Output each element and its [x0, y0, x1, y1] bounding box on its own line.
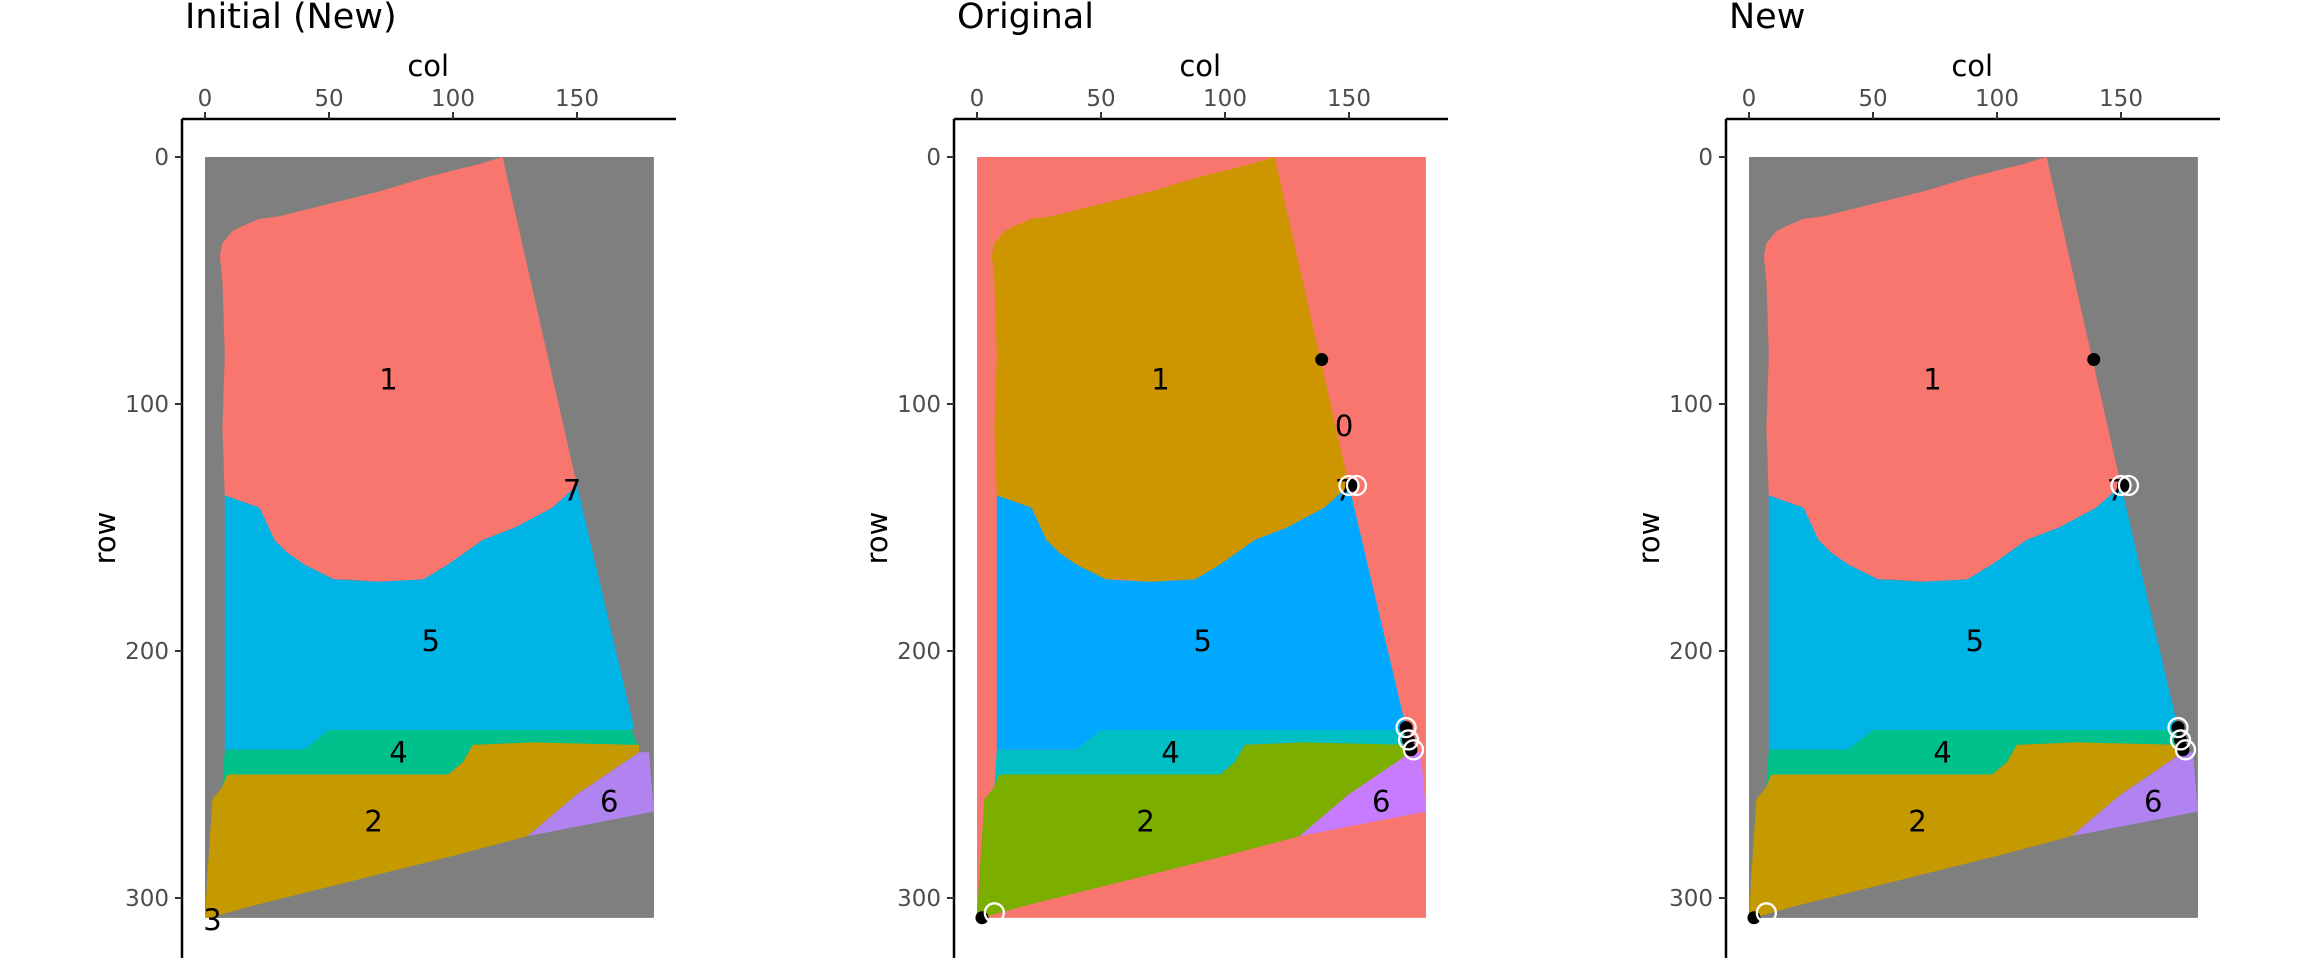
- y-tick-label: 0: [1698, 145, 1713, 171]
- x-axis-title: col: [407, 49, 449, 83]
- y-tick-label: 100: [897, 392, 941, 418]
- region-background-lower: [977, 811, 1426, 918]
- x-tick-label: 50: [1858, 86, 1887, 112]
- point-marker-open: [1402, 739, 1425, 761]
- region-label-0: 0: [1335, 409, 1353, 443]
- region-2: [1749, 742, 2183, 918]
- point-marker-open: [2174, 739, 2197, 761]
- panel-title: New: [1729, 0, 1805, 37]
- region-label-4: 4: [1933, 735, 1951, 769]
- point-marker-open: [1395, 716, 1417, 739]
- region-label-2: 2: [1136, 804, 1154, 838]
- region-6: [527, 752, 654, 837]
- x-tick-label: 150: [1327, 86, 1371, 112]
- region-1: [1763, 157, 2121, 582]
- region-2: [205, 742, 639, 918]
- point-marker-open: [1338, 474, 1360, 497]
- y-tick-label: 100: [125, 392, 169, 418]
- region-label-4: 4: [1161, 735, 1179, 769]
- point-marker-filled: [2087, 353, 2101, 367]
- region-background-lower: [205, 811, 654, 918]
- region-label-1: 1: [1151, 362, 1169, 396]
- y-tick-label: 0: [154, 145, 169, 171]
- y-tick-label: 100: [1669, 392, 1713, 418]
- region-label-6: 6: [1372, 785, 1390, 819]
- region-label-6: 6: [600, 785, 618, 819]
- x-axis-title: col: [1951, 49, 1993, 83]
- region-background-lower: [1749, 811, 2198, 918]
- x-tick-label: 50: [314, 86, 343, 112]
- point-marker-open: [983, 902, 1006, 924]
- x-tick-label: 0: [1742, 86, 1757, 112]
- region-label-6: 6: [2144, 785, 2162, 819]
- region-label-5: 5: [421, 624, 439, 658]
- region-5: [224, 485, 635, 750]
- chart-panel-1: 0 50 100 150 0 100 200 300 Initial (New) col row 1 5…: [88, 0, 676, 958]
- y-axis-title: row: [1632, 512, 1666, 565]
- x-tick-label: 100: [431, 86, 475, 112]
- region-6: [2071, 752, 2198, 837]
- region-label-3: 3: [203, 903, 221, 937]
- y-tick-label: 300: [125, 886, 169, 912]
- panel-title: Original: [957, 0, 1094, 37]
- region-label-5: 5: [1193, 624, 1211, 658]
- y-tick-label: 200: [1669, 639, 1713, 665]
- region-label-7: 7: [563, 473, 581, 507]
- region-label-1: 1: [379, 362, 397, 396]
- x-tick-label: 50: [1086, 86, 1115, 112]
- point-marker-filled: [1315, 353, 1329, 367]
- point-marker-open: [2110, 474, 2132, 497]
- region-label-2: 2: [1908, 804, 1926, 838]
- x-tick-label: 150: [555, 86, 599, 112]
- x-tick-label: 0: [970, 86, 985, 112]
- point-marker-open: [1345, 474, 1368, 497]
- region-4: [994, 730, 1411, 787]
- region-1: [991, 157, 1349, 582]
- region-5: [1768, 485, 2178, 750]
- region-4: [1766, 730, 2183, 787]
- y-axis-title: row: [88, 512, 122, 565]
- region-label-1: 1: [1923, 362, 1941, 396]
- region-4: [222, 730, 639, 787]
- region-1: [219, 157, 577, 582]
- y-tick-label: 300: [897, 886, 941, 912]
- y-tick-label: 200: [125, 639, 169, 665]
- x-axis-title: col: [1179, 49, 1221, 83]
- region-2: [977, 742, 1411, 918]
- x-tick-label: 0: [198, 86, 213, 112]
- region-5: [996, 485, 1406, 750]
- point-marker-open: [2117, 474, 2140, 497]
- region-label-2: 2: [364, 804, 382, 838]
- point-marker-open: [2169, 729, 2192, 751]
- region-label-5: 5: [1965, 624, 1983, 658]
- y-tick-label: 0: [926, 145, 941, 171]
- y-axis-title: row: [860, 512, 894, 565]
- x-tick-label: 150: [2099, 86, 2143, 112]
- point-marker-open: [1397, 729, 1420, 751]
- panel-title: Initial (New): [185, 0, 397, 37]
- region-6: [1299, 752, 1426, 837]
- point-marker-open: [1755, 902, 1778, 924]
- region-label-4: 4: [389, 735, 407, 769]
- x-tick-label: 100: [1975, 86, 2019, 112]
- x-tick-label: 100: [1203, 86, 1247, 112]
- y-tick-label: 200: [897, 639, 941, 665]
- point-marker-open: [2167, 716, 2189, 739]
- y-tick-label: 300: [1669, 886, 1713, 912]
